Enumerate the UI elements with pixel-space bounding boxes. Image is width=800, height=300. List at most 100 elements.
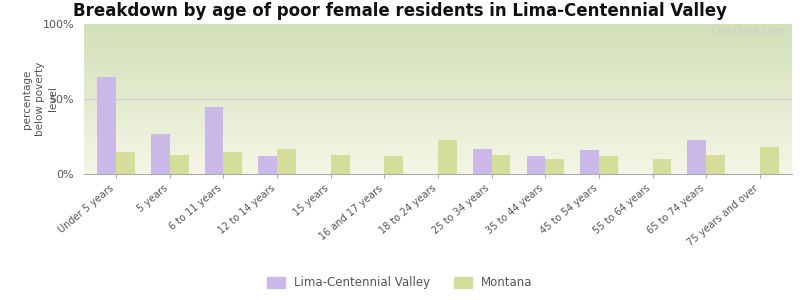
Bar [526, 156, 546, 174]
Bar [84, 167, 792, 168]
Bar [277, 148, 296, 174]
Bar [84, 56, 792, 57]
Bar [84, 66, 792, 67]
Bar [84, 38, 792, 39]
Bar [84, 90, 792, 91]
Bar [84, 50, 792, 51]
Bar [84, 26, 792, 27]
Bar [84, 109, 792, 110]
Bar [84, 41, 792, 42]
Bar [84, 149, 792, 150]
Bar [84, 103, 792, 104]
Bar [653, 159, 671, 174]
Bar [98, 76, 116, 174]
Bar [84, 157, 792, 158]
Bar [84, 65, 792, 66]
Bar [84, 85, 792, 86]
Bar [84, 100, 792, 101]
Bar [84, 92, 792, 93]
Bar [84, 129, 792, 130]
Bar [760, 147, 778, 174]
Bar [84, 130, 792, 131]
Bar [84, 145, 792, 146]
Bar [84, 118, 792, 119]
Bar [84, 114, 792, 115]
Bar [84, 137, 792, 138]
Bar [84, 89, 792, 90]
Bar [84, 140, 792, 141]
Bar [84, 34, 792, 35]
Bar [84, 83, 792, 84]
Bar [84, 46, 792, 47]
Bar [258, 156, 277, 174]
Bar [84, 98, 792, 99]
Bar [84, 164, 792, 165]
Bar [84, 70, 792, 71]
Bar [330, 154, 350, 174]
Bar [84, 159, 792, 160]
Bar [84, 99, 792, 100]
Bar [84, 166, 792, 167]
Bar [84, 161, 792, 162]
Bar [84, 171, 792, 172]
Bar [84, 118, 792, 119]
Bar [84, 61, 792, 62]
Bar [492, 154, 510, 174]
Bar [84, 127, 792, 128]
Bar [84, 163, 792, 164]
Bar [84, 33, 792, 34]
Bar [84, 53, 792, 54]
Bar [84, 64, 792, 65]
Bar [84, 58, 792, 59]
Bar [84, 148, 792, 149]
Bar [84, 86, 792, 87]
Bar [84, 91, 792, 92]
Bar [84, 132, 792, 133]
Bar [84, 84, 792, 85]
Bar [84, 106, 792, 107]
Bar [687, 140, 706, 174]
Text: City-Data.com: City-Data.com [710, 26, 785, 35]
Bar [84, 59, 792, 60]
Bar [84, 71, 792, 72]
Bar [84, 24, 792, 25]
Bar [84, 119, 792, 120]
Bar [84, 101, 792, 102]
Bar [84, 87, 792, 88]
Bar [84, 116, 792, 117]
Bar [84, 115, 792, 116]
Bar [84, 165, 792, 166]
Bar [473, 148, 492, 174]
Bar [84, 79, 792, 80]
Bar [84, 49, 792, 50]
Legend: Lima-Centennial Valley, Montana: Lima-Centennial Valley, Montana [262, 272, 538, 294]
Bar [84, 94, 792, 95]
Bar [84, 169, 792, 170]
Bar [84, 47, 792, 48]
Bar [84, 169, 792, 170]
Bar [546, 159, 564, 174]
Bar [84, 31, 792, 32]
Bar [84, 96, 792, 97]
Bar [84, 150, 792, 151]
Bar [84, 146, 792, 147]
Bar [84, 51, 792, 52]
Bar [84, 28, 792, 29]
Bar [84, 39, 792, 40]
Bar [84, 35, 792, 36]
Bar [84, 82, 792, 83]
Bar [84, 125, 792, 126]
Bar [84, 160, 792, 161]
Bar [84, 45, 792, 46]
Bar [84, 44, 792, 45]
Bar [84, 72, 792, 73]
Bar [84, 168, 792, 169]
Bar [84, 170, 792, 171]
Bar [84, 172, 792, 173]
Bar [84, 155, 792, 156]
Bar [84, 54, 792, 55]
Bar [84, 124, 792, 125]
Bar [84, 156, 792, 157]
Bar [580, 150, 599, 174]
Bar [84, 104, 792, 105]
